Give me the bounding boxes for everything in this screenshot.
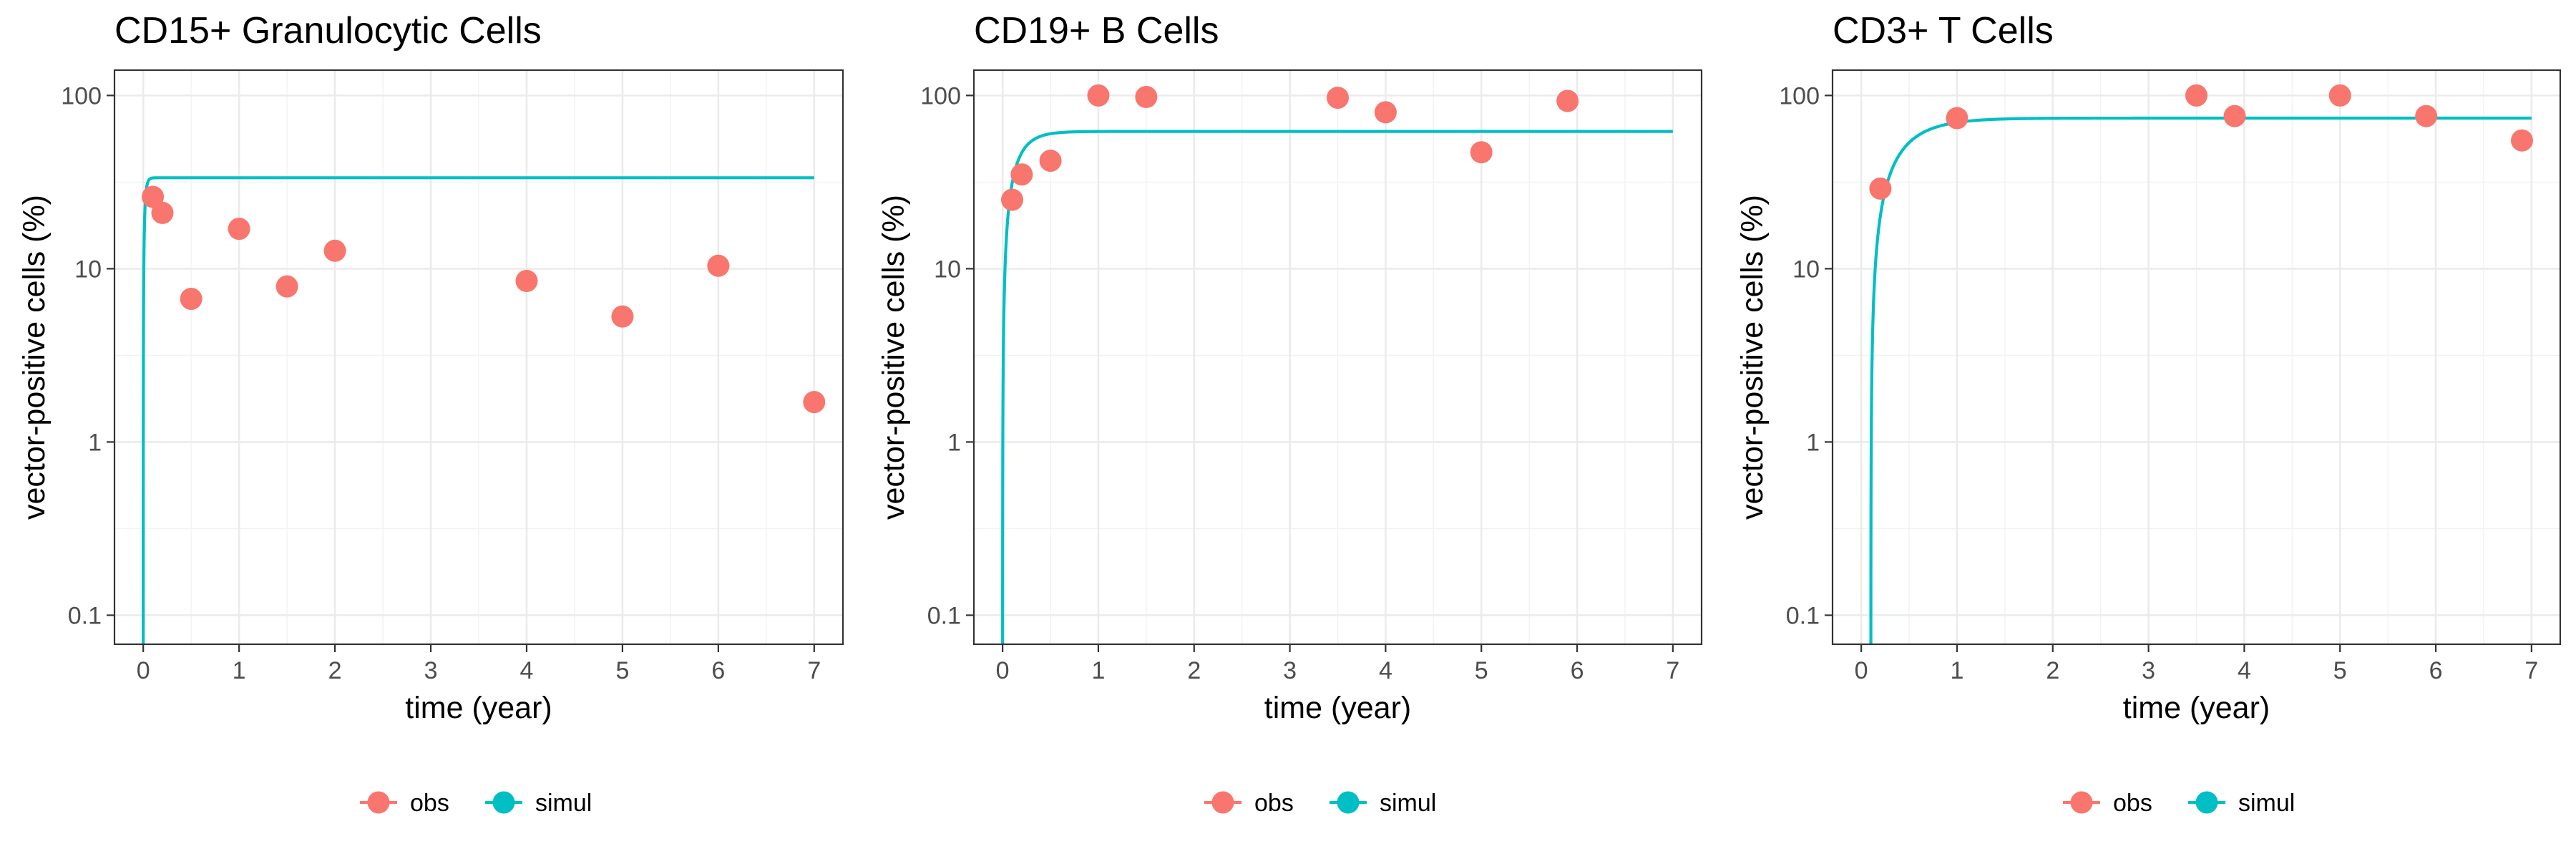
chart-panel-cd3: 0 1 2 3 4 5 6 7 0.1 1 10 100 CD3+ T Cells time (year)… bbox=[1735, 10, 2562, 817]
legend-key-simul bbox=[1337, 791, 1360, 814]
x-tick-label: 0 bbox=[996, 657, 1010, 684]
legend-label-obs: obs bbox=[2113, 790, 2152, 817]
x-tick-label: 1 bbox=[1950, 657, 1963, 684]
data-point-obs bbox=[2415, 105, 2438, 127]
chart-panel-cd19: 0 1 2 3 4 5 6 7 0.1 1 10 100 CD19+ B Cells time (year… bbox=[877, 10, 1703, 817]
x-tick-label: 6 bbox=[1571, 657, 1584, 684]
data-point-obs bbox=[1087, 84, 1110, 107]
data-point-obs bbox=[151, 201, 174, 224]
panel-border bbox=[1831, 69, 2562, 646]
legend-key-obs bbox=[2070, 791, 2093, 814]
y-tick-label: 1 bbox=[947, 429, 961, 456]
data-point-obs bbox=[323, 239, 346, 262]
x-tick-label: 5 bbox=[1475, 657, 1488, 684]
x-tick-label: 3 bbox=[1283, 657, 1297, 684]
y-tick-label: 100 bbox=[61, 82, 102, 110]
y-axis-label: vector-positive cells (%) bbox=[17, 195, 52, 520]
x-tick-label: 3 bbox=[424, 657, 438, 684]
x-tick-label: 1 bbox=[1091, 657, 1105, 684]
y-tick-label: 100 bbox=[1779, 82, 1820, 110]
legend-label-simul: simul bbox=[2238, 790, 2295, 817]
x-tick-label: 2 bbox=[2046, 657, 2059, 684]
x-axis-label: time (year) bbox=[1264, 691, 1411, 725]
data-point-obs bbox=[228, 218, 250, 241]
data-point-obs bbox=[1135, 85, 1158, 108]
data-point-obs bbox=[1556, 89, 1579, 112]
x-tick-label: 5 bbox=[615, 657, 629, 684]
chart-title: CD3+ T Cells bbox=[1833, 10, 2054, 52]
panel-border bbox=[113, 69, 844, 646]
x-tick-label: 2 bbox=[1187, 657, 1201, 684]
gridlines bbox=[974, 70, 1702, 644]
y-tick-label: 0.1 bbox=[68, 602, 102, 629]
y-tick-label: 100 bbox=[920, 82, 961, 110]
x-tick-label: 4 bbox=[2238, 657, 2251, 684]
legend-label-obs: obs bbox=[410, 790, 449, 817]
legend-key-obs bbox=[1211, 791, 1234, 814]
legend-key-simul bbox=[2195, 791, 2218, 814]
legend-key-simul bbox=[492, 791, 515, 814]
data-point-obs bbox=[2510, 129, 2533, 152]
y-tick-label: 0.1 bbox=[927, 602, 961, 629]
x-tick-label: 4 bbox=[520, 657, 534, 684]
data-point-obs bbox=[2223, 105, 2246, 127]
data-point-obs bbox=[1946, 107, 1968, 130]
x-tick-label: 7 bbox=[807, 657, 821, 684]
x-tick-label: 0 bbox=[137, 657, 150, 684]
x-axis-label: time (year) bbox=[2123, 691, 2270, 725]
data-point-obs bbox=[707, 254, 730, 277]
x-tick-label: 7 bbox=[1666, 657, 1679, 684]
data-point-obs bbox=[611, 305, 634, 328]
y-tick-label: 10 bbox=[74, 256, 102, 283]
chart-title: CD15+ Granulocytic Cells bbox=[114, 10, 542, 52]
data-point-obs bbox=[1374, 101, 1397, 124]
x-tick-label: 0 bbox=[1855, 657, 1868, 684]
data-point-obs bbox=[1470, 141, 1493, 164]
x-tick-label: 3 bbox=[2142, 657, 2155, 684]
data-point-obs bbox=[803, 391, 826, 414]
data-point-obs bbox=[2185, 84, 2207, 107]
x-tick-label: 4 bbox=[1379, 657, 1392, 684]
data-point-obs bbox=[1327, 87, 1349, 110]
data-point-obs bbox=[515, 269, 538, 292]
y-tick-label: 1 bbox=[88, 429, 102, 456]
data-point-obs bbox=[1869, 177, 1892, 200]
x-axis-label: time (year) bbox=[405, 691, 552, 725]
x-tick-label: 2 bbox=[328, 657, 342, 684]
legend-label-obs: obs bbox=[1254, 790, 1294, 817]
data-point-obs bbox=[180, 287, 203, 310]
y-tick-label: 10 bbox=[934, 256, 961, 283]
legend-label-simul: simul bbox=[1380, 790, 1436, 817]
y-tick-label: 0.1 bbox=[1786, 602, 1820, 629]
legend: obs simul bbox=[2063, 790, 2295, 817]
legend: obs simul bbox=[1204, 790, 1436, 817]
y-tick-label: 10 bbox=[1792, 256, 1820, 283]
data-point-obs bbox=[142, 185, 165, 208]
x-tick-label: 7 bbox=[2524, 657, 2538, 684]
legend: obs simul bbox=[360, 790, 592, 817]
y-axis-label: vector-positive cells (%) bbox=[877, 195, 911, 520]
legend-label-simul: simul bbox=[535, 790, 592, 817]
series-line-simul bbox=[142, 176, 814, 644]
panel-border bbox=[972, 69, 1703, 646]
data-point-obs bbox=[1001, 188, 1024, 211]
data-point-obs bbox=[1010, 163, 1033, 186]
data-point-obs bbox=[2328, 84, 2351, 107]
x-tick-label: 6 bbox=[711, 657, 725, 684]
y-tick-label: 1 bbox=[1806, 429, 1820, 456]
chart-panel-cd15: 0 1 2 3 4 5 6 7 0.1 1 10 100 CD15+ Granulocytic Cell… bbox=[17, 10, 844, 817]
data-point-obs bbox=[275, 275, 298, 298]
x-tick-label: 6 bbox=[2429, 657, 2443, 684]
x-tick-label: 1 bbox=[233, 657, 246, 684]
chart-title: CD19+ B Cells bbox=[974, 10, 1219, 52]
legend-key-obs bbox=[367, 791, 390, 814]
x-tick-label: 5 bbox=[2333, 657, 2347, 684]
data-point-obs bbox=[1039, 150, 1062, 173]
y-axis-label: vector-positive cells (%) bbox=[1735, 195, 1770, 520]
